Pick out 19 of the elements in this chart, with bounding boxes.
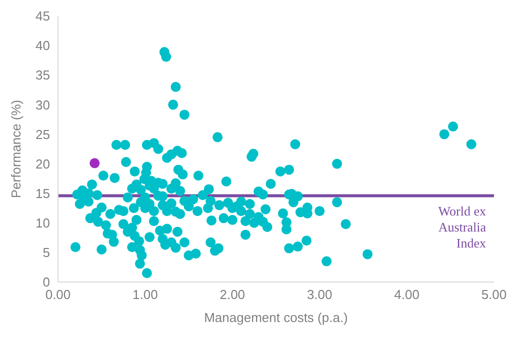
y-tick-label: 15 xyxy=(36,186,50,201)
y-axis-title: Performance (%) xyxy=(8,100,24,198)
y-tick-label: 45 xyxy=(36,8,50,24)
ref-line-label: World ex Australia Index xyxy=(438,204,486,251)
y-tick-label: 25 xyxy=(36,126,50,142)
y-tick-label: 40 xyxy=(36,38,50,54)
y-tick-label: 20 xyxy=(36,156,50,172)
x-tick-label: 3.00 xyxy=(306,287,332,302)
x-tick-label: 2.00 xyxy=(220,287,246,302)
x-tick-label: 5.00 xyxy=(481,287,507,302)
y-tick-label: 10 xyxy=(36,216,50,231)
x-tick-label: 1.00 xyxy=(132,287,158,302)
y-tick-label: 30 xyxy=(36,97,50,112)
y-tick-label: 5 xyxy=(42,245,50,260)
x-tick-label: 0.00 xyxy=(45,287,71,302)
x-tick-label: 4.00 xyxy=(394,287,420,302)
y-tick-label: 35 xyxy=(36,68,50,83)
x-axis-title: Management costs (p.a.) xyxy=(204,310,348,325)
y-tick-label: 0 xyxy=(42,274,50,290)
